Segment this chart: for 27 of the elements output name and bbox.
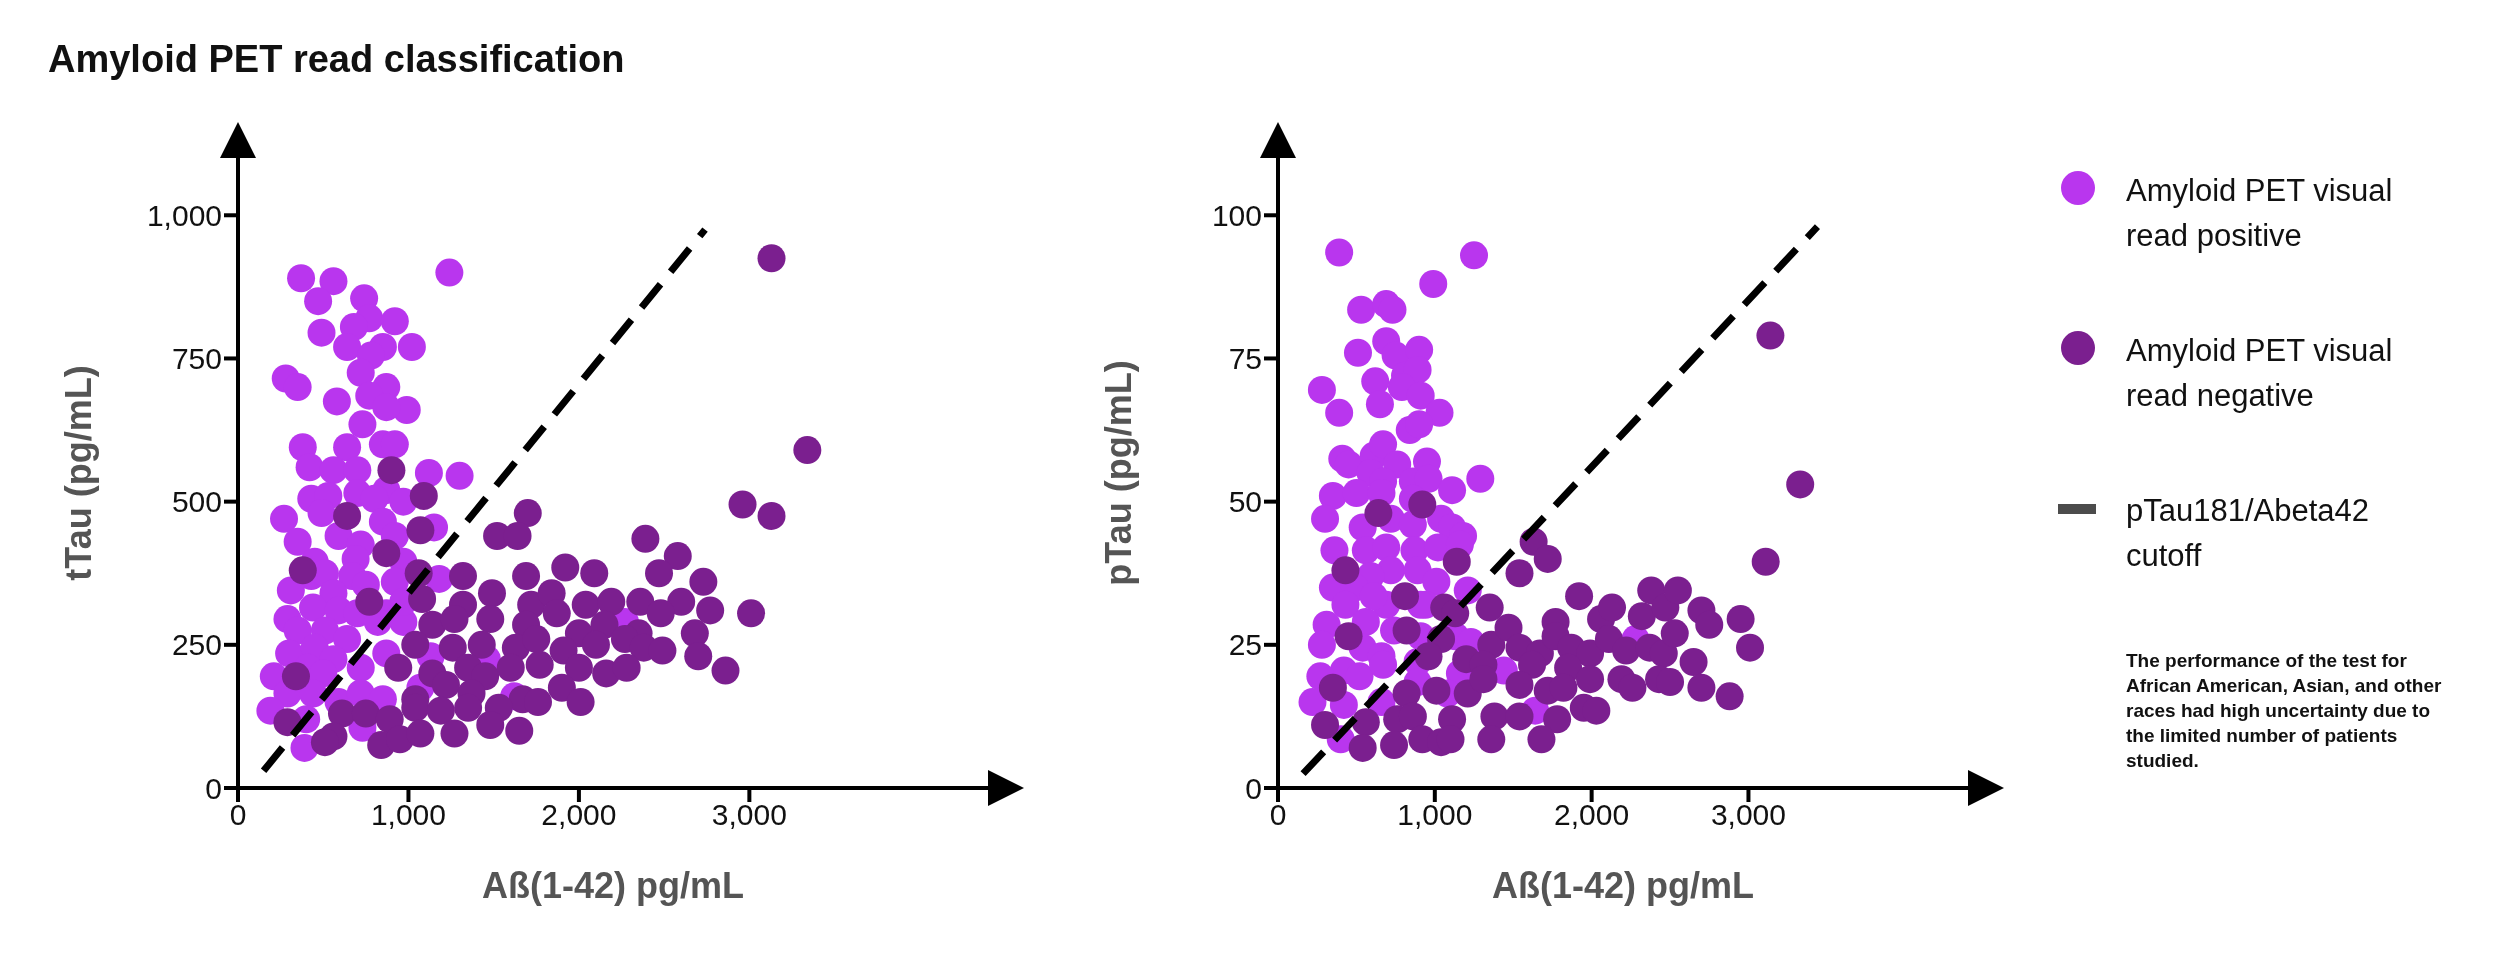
x-tick-label: 2,000 [541,798,617,832]
chart-title: Amyloid PET read classification [48,37,626,82]
legend-label: Amyloid PET visual read positive [2126,172,2394,255]
x-tick-label: 3,000 [1710,798,1786,832]
y-tick-label: 0 [1245,771,1262,805]
x-tick-label: 1,000 [1397,798,1473,832]
y-tick-label: 750 [171,342,222,376]
y-tick-label: 0 [205,771,222,805]
y-tick-label: 25 [1228,628,1262,662]
x-axis-title: Aß(1-42) pg/mL [481,865,745,906]
x-tick-label: 1,000 [370,798,446,832]
text: The performance of the test for African American, Asian, and other races had high uncertainty due to the limited number of patients studied. [2126,649,2443,773]
x-tick-label: 2,000 [1554,798,1630,832]
y-tick-label: 50 [1228,485,1262,519]
y-tick-label: 1,000 [146,198,222,232]
y-tick-label: 75 [1228,342,1262,376]
y-tick-label: 250 [171,628,222,662]
legend-label: Amyloid PET visual read negative [2126,332,2394,415]
x-tick-label: 0 [229,798,247,832]
y-tick-label: 500 [171,485,222,519]
y-tick-label: 100 [1211,198,1262,232]
y-axis-title: tTau (pg/mL) [57,365,99,581]
x-axis-title: Aß(1-42) pg/mL [1491,865,1755,906]
legend-label: pTau181/Abeta42 cutoff [2126,492,2371,575]
x-tick-label: 0 [1269,798,1287,832]
y-axis-title: pTau (pg/mL) [1097,360,1139,586]
x-tick-label: 3,000 [711,798,787,832]
